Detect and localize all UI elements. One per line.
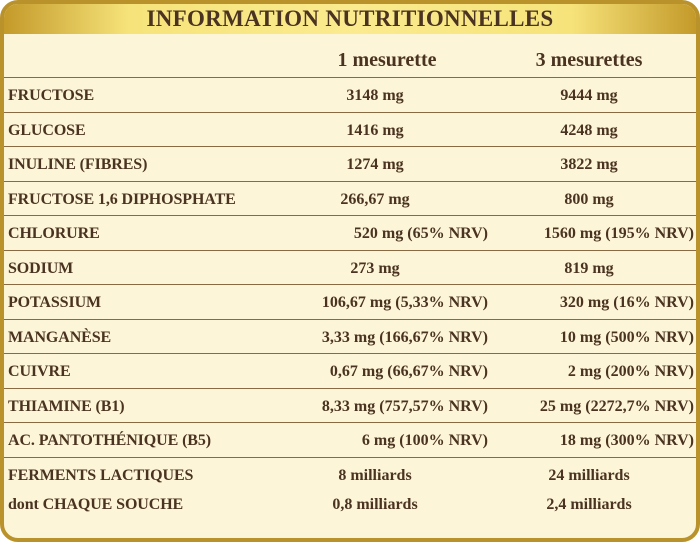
nutrient-label: CUIVRE: [8, 363, 71, 380]
table-row: GLUCOSE 1416 mg 4248 mg: [4, 111, 696, 147]
column-header-1-mesurette: 1 mesurette: [337, 49, 437, 71]
nutrient-label: FRUCTOSE: [8, 87, 95, 104]
value-1-mesurette: 520 mg (65% NRV): [353, 225, 488, 242]
strain-value-3-mesurettes: 2,4 milliards: [546, 495, 632, 513]
table-row: CUIVRE 0,67 mg (66,67% NRV) 2 mg (200% N…: [4, 353, 696, 388]
value-3-mesurettes: 18 mg (300% NRV): [559, 432, 694, 449]
value-1-mesurette: 3148 mg: [346, 87, 404, 104]
value-1-mesurette: 6 mg (100% NRV): [361, 432, 488, 449]
value-3-mesurettes: 10 mg (500% NRV): [559, 328, 694, 346]
value-1-mesurette: 266,67 mg: [340, 190, 410, 208]
page-title: INFORMATION NUTRITIONNELLES: [146, 6, 554, 31]
nutrient-label: CHLORURE: [8, 225, 100, 242]
value-1-mesurette: 1416 mg: [346, 121, 404, 139]
ferments-label: FERMENTS LACTIQUES: [8, 466, 194, 484]
ferments-value-3-mesurettes: 24 milliards: [548, 466, 630, 484]
nutrition-panel: INFORMATION NUTRITIONNELLES 1 mesurette …: [0, 0, 700, 542]
nutrient-label: AC. PANTOTHÉNIQUE (B5): [8, 432, 212, 449]
nutrient-label: SODIUM: [8, 259, 74, 277]
table-row: CHLORURE 520 mg (65% NRV) 1560 mg (195% …: [4, 215, 696, 250]
table-row: AC. PANTOTHÉNIQUE (B5) 6 mg (100% NRV) 1…: [4, 422, 696, 457]
table-row: FRUCTOSE 3148 mg 9444 mg: [4, 77, 696, 112]
value-3-mesurettes: 800 mg: [564, 190, 614, 208]
value-3-mesurettes: 819 mg: [564, 259, 614, 277]
strain-label: dont CHAQUE SOUCHE: [8, 495, 184, 513]
value-1-mesurette: 106,67 mg (5,33% NRV): [321, 294, 488, 311]
table-row: SODIUM 273 mg 819 mg: [4, 249, 696, 285]
column-header-3-mesurettes: 3 mesurettes: [535, 49, 643, 71]
title-bar: INFORMATION NUTRITIONNELLES: [4, 4, 696, 34]
nutrient-label: MANGANÈSE: [8, 328, 112, 346]
value-1-mesurette: 273 mg: [350, 259, 400, 277]
nutrition-table: FRUCTOSE 3148 mg 9444 mg GLUCOSE 1416 mg…: [4, 77, 696, 525]
table-row: INULINE (FIBRES) 1274 mg 3822 mg: [4, 146, 696, 181]
value-1-mesurette: 3,33 mg (166,67% NRV): [321, 328, 488, 346]
value-3-mesurettes: 4248 mg: [560, 121, 618, 139]
value-1-mesurette: 8,33 mg (757,57% NRV): [321, 397, 488, 415]
value-3-mesurettes: 320 mg (16% NRV): [559, 294, 694, 311]
value-3-mesurettes: 25 mg (2272,7% NRV): [539, 397, 694, 415]
value-3-mesurettes: 9444 mg: [560, 87, 618, 104]
table-row: THIAMINE (B1) 8,33 mg (757,57% NRV) 25 m…: [4, 387, 696, 423]
nutrient-label: POTASSIUM: [8, 294, 102, 311]
nutrient-label: INULINE (FIBRES): [8, 156, 148, 173]
ferments-value-1-mesurette: 8 milliards: [338, 466, 412, 484]
value-3-mesurettes: 3822 mg: [560, 156, 618, 173]
strain-value-1-mesurette: 0,8 milliards: [332, 495, 418, 513]
table-row: MANGANÈSE 3,33 mg (166,67% NRV) 10 mg (5…: [4, 318, 696, 354]
table-row: POTASSIUM 106,67 mg (5,33% NRV) 320 mg (…: [4, 284, 696, 319]
table-row: FRUCTOSE 1,6 DIPHOSPHATE 266,67 mg 800 m…: [4, 180, 696, 216]
value-1-mesurette: 1274 mg: [346, 156, 404, 173]
value-3-mesurettes: 1560 mg (195% NRV): [543, 225, 694, 242]
value-3-mesurettes: 2 mg (200% NRV): [567, 363, 694, 380]
table-row-ferments: FERMENTS LACTIQUES dont CHAQUE SOUCHE 8 …: [4, 456, 696, 525]
nutrient-label: GLUCOSE: [8, 121, 86, 139]
value-1-mesurette: 0,67 mg (66,67% NRV): [329, 363, 488, 380]
nutrient-label: FRUCTOSE 1,6 DIPHOSPHATE: [8, 190, 236, 208]
nutrient-label: THIAMINE (B1): [8, 397, 125, 415]
